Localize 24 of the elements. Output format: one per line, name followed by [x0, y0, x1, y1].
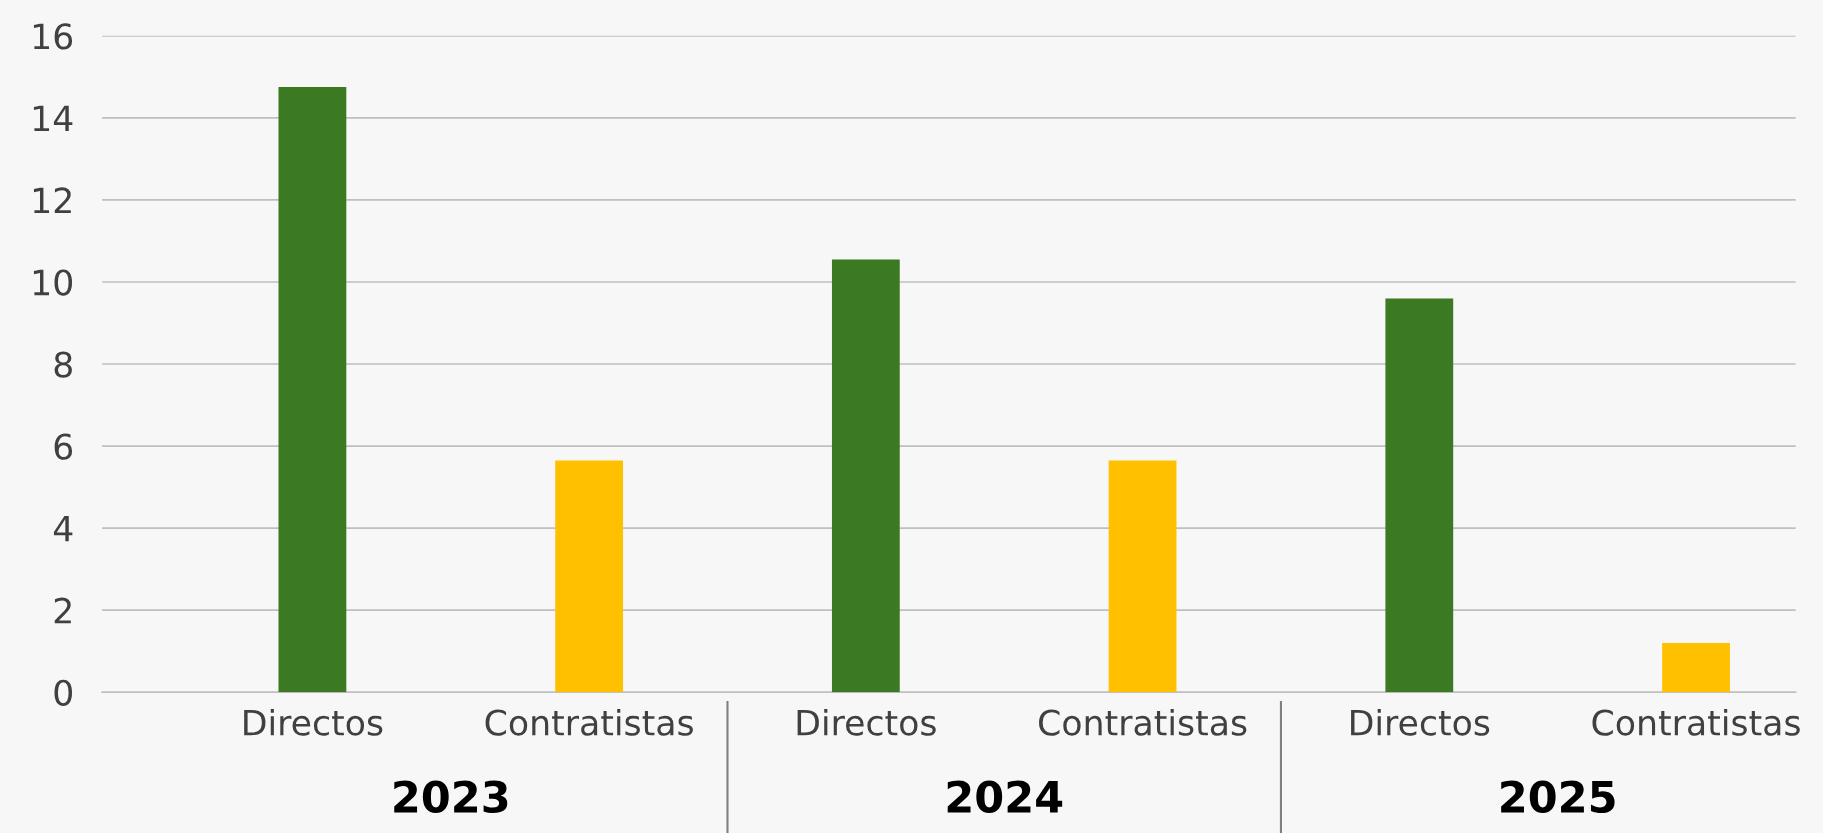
y-tick-label: 10: [33, 269, 72, 296]
bar: [555, 460, 624, 693]
x-tick-label: Directos: [797, 708, 936, 736]
bar: [1662, 642, 1730, 693]
bar: [1108, 460, 1177, 693]
text: 2024: [947, 780, 1063, 814]
text: 2023: [394, 780, 508, 814]
x-tick-label: Directos: [1351, 708, 1490, 736]
y-tick-label: 6: [54, 433, 73, 460]
bar: [278, 87, 347, 693]
y-tick-label: 2: [54, 597, 71, 624]
x-tick-label: Directos: [244, 708, 383, 736]
y-tick-label: 8: [54, 351, 72, 378]
y-tick-label: 16: [33, 23, 73, 50]
y-tick-label: 0: [54, 679, 72, 706]
text: 2025: [1501, 780, 1615, 814]
x-tick-label: Contratistas: [1039, 708, 1247, 736]
y-tick-label: 14: [33, 105, 73, 132]
bar: [1385, 298, 1454, 693]
x-tick-label: Contratistas: [485, 708, 693, 736]
x-tick-label: Contratistas: [1592, 708, 1800, 736]
y-tick-label: 4: [53, 516, 73, 542]
y-tick-label: 12: [33, 187, 71, 214]
bar: [831, 259, 900, 693]
